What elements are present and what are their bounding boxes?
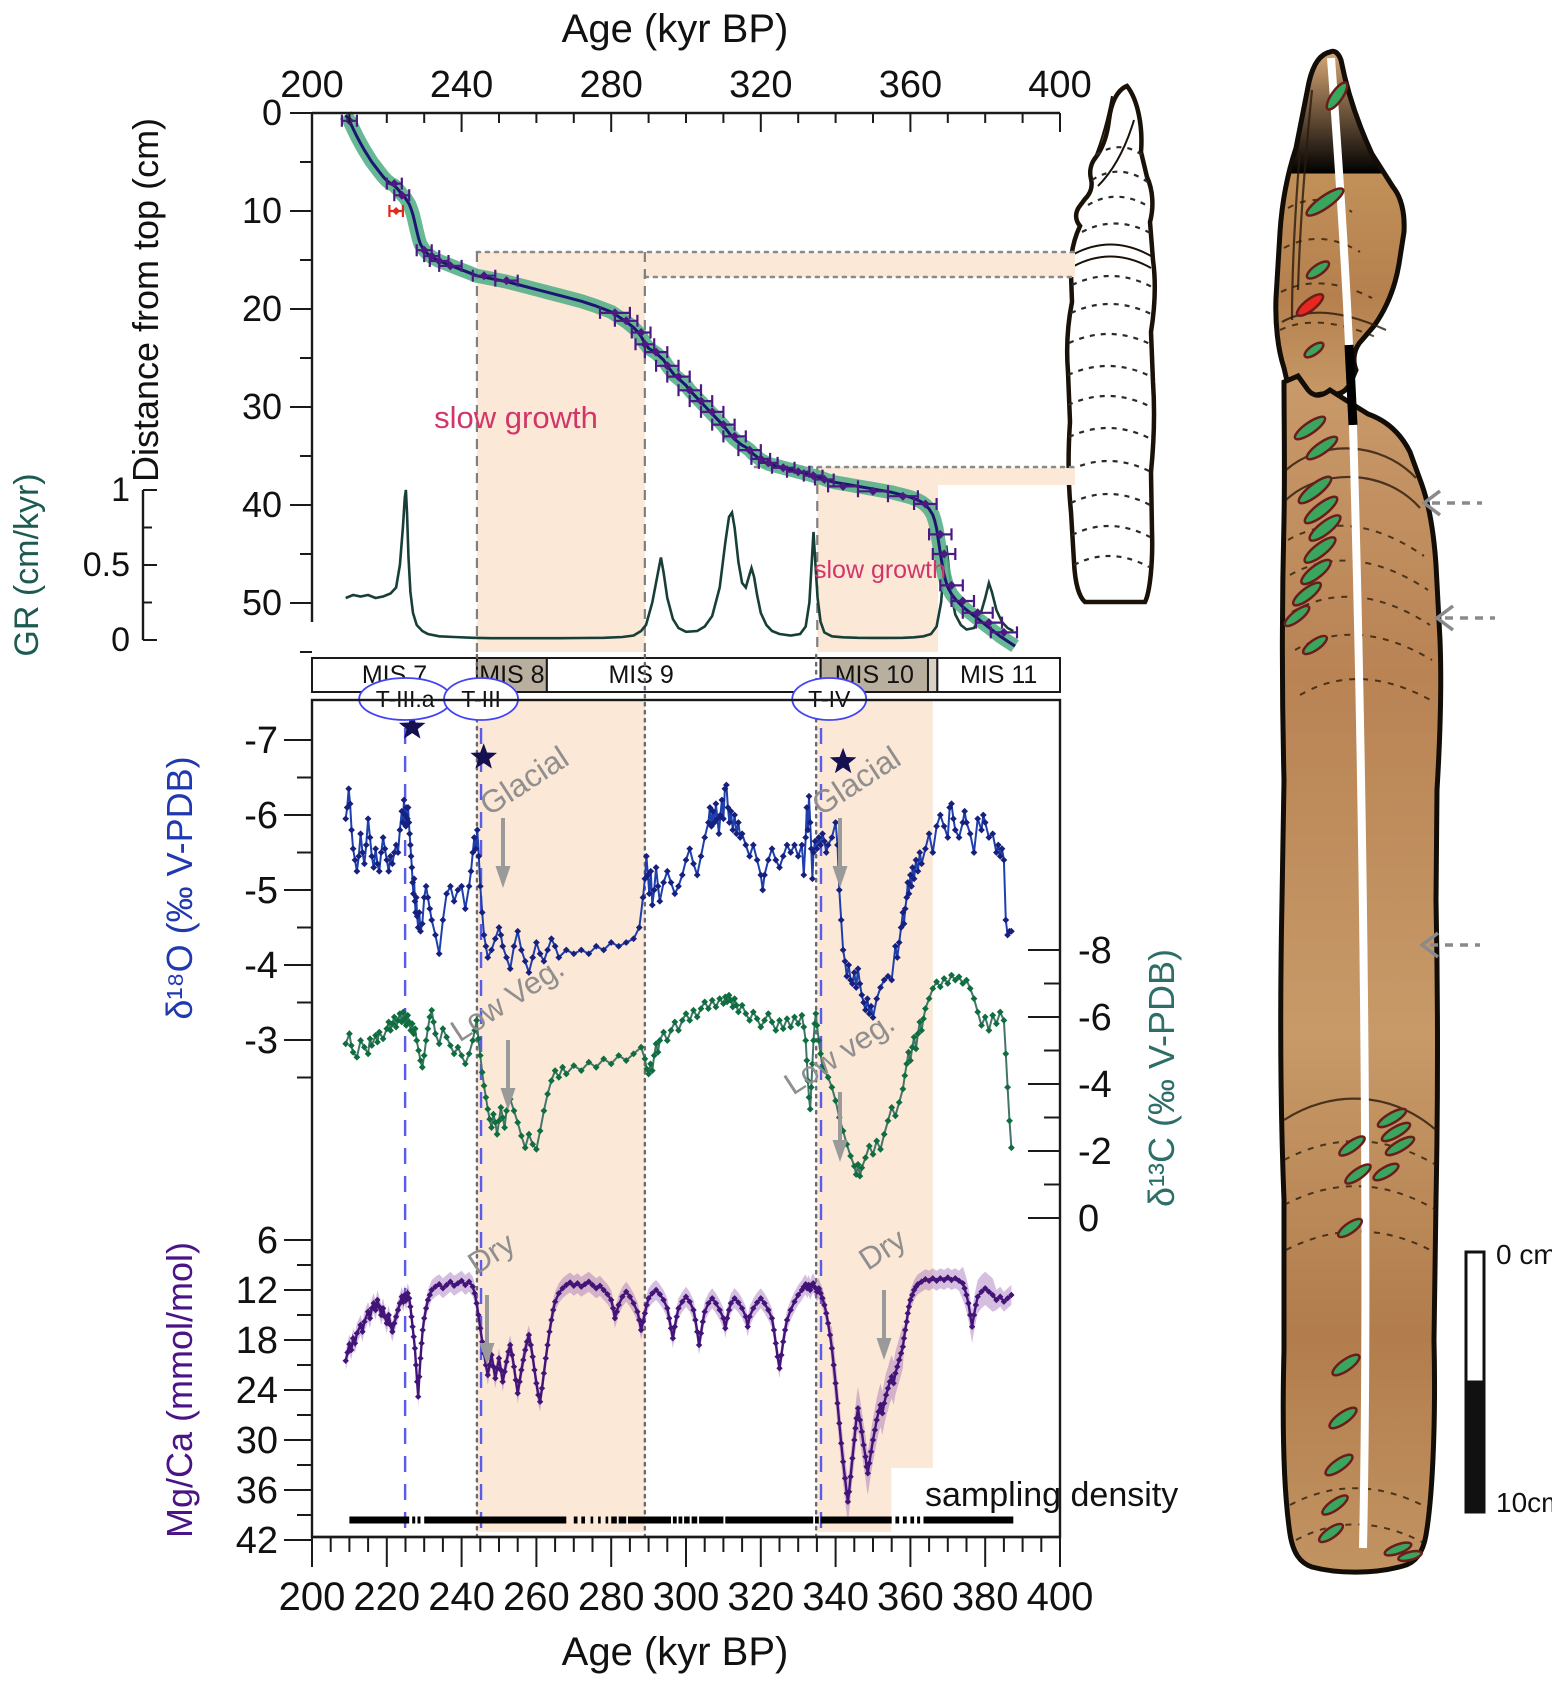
scale-bar <box>1464 1250 1486 1514</box>
mgca-tick-label: 18 <box>236 1320 278 1362</box>
depth-axis-tick-label: 50 <box>242 582 282 623</box>
d18o-markers <box>342 781 1015 1021</box>
stalagmite-photo <box>1273 48 1495 1575</box>
mgca-tick-label: 42 <box>236 1520 278 1562</box>
termination-star <box>829 747 857 774</box>
d18o-tick-label: -6 <box>244 795 278 837</box>
bottom-axis-tick-label: 300 <box>653 1575 720 1619</box>
bottom-axis-tick-label: 280 <box>578 1575 645 1619</box>
bottom-axis-tick-label: 240 <box>428 1575 495 1619</box>
slow-growth-label-1: slow growth <box>434 400 598 435</box>
bottom-axis-tick-label: 260 <box>503 1575 570 1619</box>
mis-label: MIS 9 <box>608 661 673 689</box>
d13c-tick-label: -4 <box>1078 1064 1112 1106</box>
growth-rate-curve <box>345 489 1014 640</box>
mgca-tick-label: 12 <box>236 1270 278 1312</box>
d13c-tick-label: -8 <box>1078 930 1112 972</box>
mgca-uncertainty-band <box>345 1266 1012 1524</box>
d13c-axis-title: δ¹³C (‰ V-PDB) <box>1141 949 1182 1207</box>
sampling-density-label: sampling density <box>925 1476 1178 1514</box>
layer-pointer-arrow <box>1421 489 1482 517</box>
termination-star <box>398 713 426 739</box>
red-sample-pad <box>1295 292 1325 318</box>
lowveg-arrow-2 <box>832 1092 848 1162</box>
glacial-arrow-1 <box>495 818 511 888</box>
d18o-tick-label: -4 <box>244 945 278 987</box>
dry-arrow-1 <box>479 1295 495 1365</box>
outlier-date-point <box>392 207 401 215</box>
slow-growth-label-2: slow growth <box>814 556 946 584</box>
depth-axis-tick-label: 0 <box>262 92 282 133</box>
sample-pads <box>1283 81 1423 1563</box>
mgca-tick-label: 30 <box>236 1420 278 1462</box>
mgca-axis-title: Mg/Ca (mmol/mol) <box>159 1242 200 1538</box>
slow-growth-shading <box>938 468 1075 485</box>
mgca-tick-label: 6 <box>257 1220 278 1262</box>
bottom-axis-tick-label: 340 <box>802 1575 869 1619</box>
top-axis-tick-label: 360 <box>879 64 942 106</box>
mis-label: MIS 11 <box>960 661 1037 689</box>
top-axis-tick-label: 320 <box>729 64 792 106</box>
bottom-axis-tick-label: 320 <box>727 1575 794 1619</box>
lowveg-arrow-1 <box>500 1040 516 1110</box>
gr-axis-title: GR (cm/kyr) <box>8 473 46 656</box>
mis-segment <box>936 657 1061 693</box>
gr-axis-tick-label: 0.5 <box>83 546 130 584</box>
layer-pointer-arrow <box>1434 604 1495 632</box>
d13c-tick-label: -2 <box>1078 1131 1112 1173</box>
u-th-date-points <box>344 116 1009 637</box>
top-axis-tick-label: 400 <box>1028 64 1091 106</box>
d18o-tick-label: -7 <box>244 720 278 762</box>
depth-axis-tick-label: 30 <box>242 386 282 427</box>
glacial-arrow-2 <box>832 818 848 888</box>
axis-ticks <box>143 112 1061 1567</box>
d18o-axis-title: δ¹⁸O (‰ V-PDB) <box>159 756 200 1019</box>
top-axis-tick-label: 240 <box>430 64 493 106</box>
slow-growth-shading <box>644 253 1075 277</box>
termination-star <box>470 743 497 769</box>
stalagmite-sketch <box>1064 83 1157 605</box>
top-axis-tick-label: 200 <box>280 64 343 106</box>
gr-axis-tick-label: 0 <box>111 621 130 659</box>
d18o-curve <box>344 784 1012 1018</box>
d18o-tick-label: -5 <box>244 870 278 912</box>
mgca-tick-label: 36 <box>236 1470 278 1512</box>
top-axis-title: Age (kyr BP) <box>562 7 789 51</box>
bottom-axis-tick-label: 380 <box>952 1575 1019 1619</box>
drill-axis-line-lower <box>1349 424 1370 1549</box>
mis-segment <box>926 657 939 693</box>
gr-axis-tick-label: 1 <box>111 471 130 509</box>
d13c-tick-label: 0 <box>1078 1198 1099 1240</box>
depth-axis-tick-label: 40 <box>242 484 282 525</box>
bottom-axis-tick-label: 360 <box>877 1575 944 1619</box>
depth-axis-tick-label: 10 <box>242 190 282 231</box>
dry-arrow-2 <box>876 1290 892 1360</box>
layer-pointer-arrow <box>1419 931 1480 959</box>
scale-bar-top-label: 0 cm <box>1496 1239 1552 1270</box>
bottom-axis-tick-label: 200 <box>279 1575 346 1619</box>
depth-axis-tick-label: 20 <box>242 288 282 329</box>
scale-bar-bottom-label: 10cm <box>1496 1487 1552 1518</box>
top-axis-tick-label: 280 <box>579 64 642 106</box>
depth-axis-title: Distance from top (cm) <box>125 118 166 482</box>
break-gap-line <box>1344 344 1358 426</box>
d13c-tick-label: -6 <box>1078 997 1112 1039</box>
bottom-axis-tick-label: 220 <box>353 1575 420 1619</box>
bottom-axis-tick-label: 400 <box>1027 1575 1094 1619</box>
mgca-markers <box>342 1274 1015 1505</box>
bottom-axis-title: Age (kyr BP) <box>562 1630 789 1674</box>
d18o-tick-label: -3 <box>244 1020 278 1062</box>
mgca-tick-label: 24 <box>236 1370 278 1412</box>
mis-segment <box>545 657 822 693</box>
